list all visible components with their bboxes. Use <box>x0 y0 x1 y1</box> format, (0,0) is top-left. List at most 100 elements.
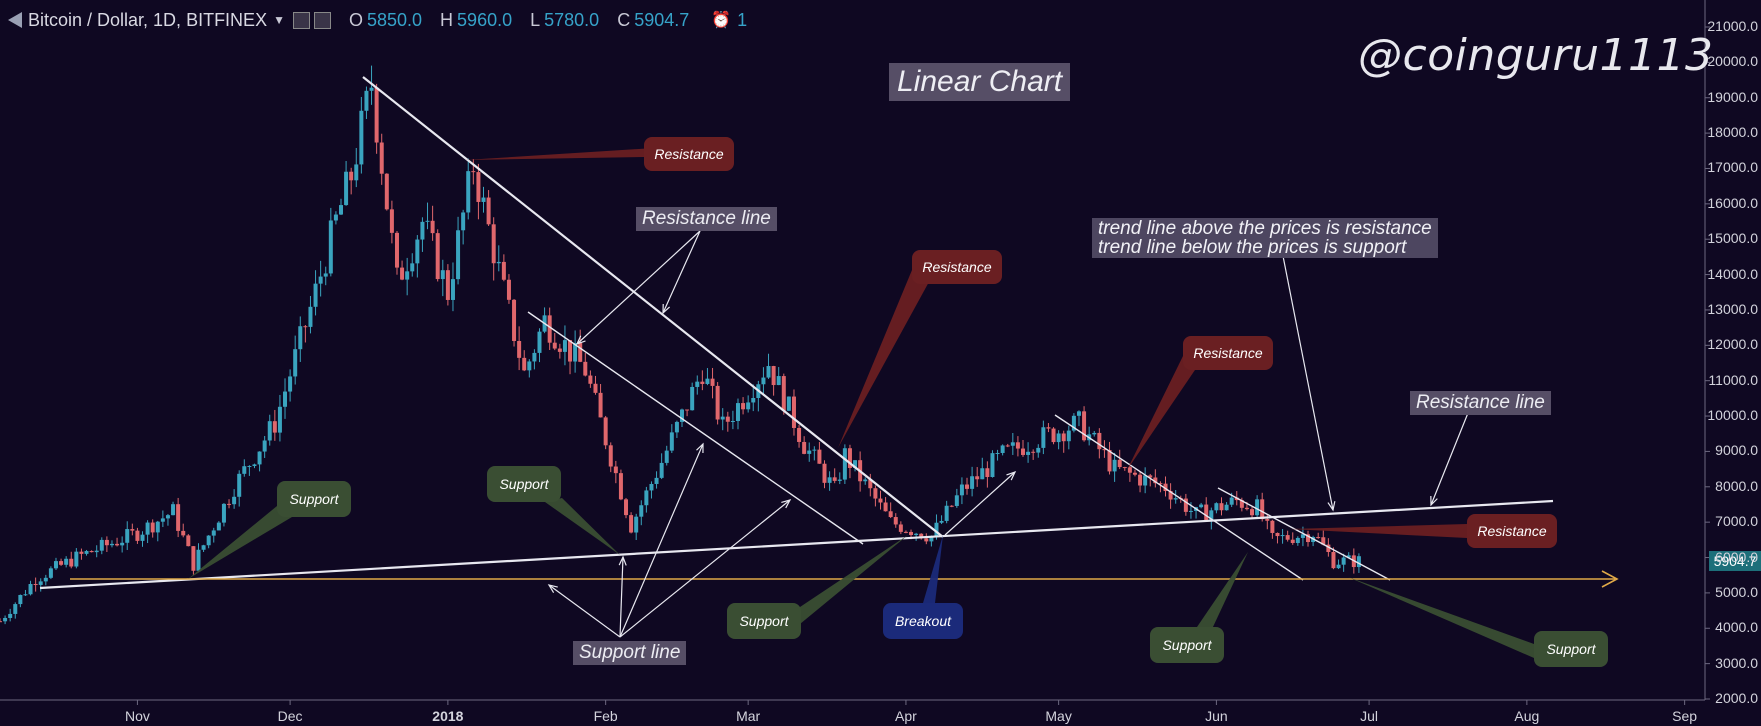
candle-body <box>588 375 593 384</box>
candle-body <box>435 233 440 280</box>
candle-body <box>1107 450 1112 472</box>
candle-body <box>1331 551 1336 569</box>
label-arrow <box>619 443 704 638</box>
candle-body <box>247 466 252 468</box>
arrow-head-icon <box>547 584 558 594</box>
resistance-line-label-right: Resistance line <box>1410 391 1551 415</box>
candle-body <box>746 402 751 410</box>
candle-body <box>898 524 903 532</box>
candle-body <box>1244 507 1249 510</box>
candle-body <box>847 448 852 468</box>
arrow-head-icon <box>1601 570 1619 588</box>
candle-body <box>354 164 359 181</box>
candle-body <box>868 479 873 489</box>
candle-body <box>1173 498 1178 500</box>
candle-body <box>532 352 537 362</box>
candle-body <box>48 568 53 578</box>
price-tick-label: 3000.0 <box>1715 654 1758 671</box>
candle-body <box>659 462 664 478</box>
candle-body <box>751 397 756 403</box>
candle-body <box>1122 467 1127 469</box>
candle-body <box>53 561 58 569</box>
price-tick-label: 14000.0 <box>1707 265 1758 282</box>
candle-body <box>344 171 349 206</box>
candle-body <box>1138 474 1143 486</box>
support-pointer <box>188 506 292 579</box>
symbol-label[interactable]: Bitcoin / Dollar, 1D, BITFINEX <box>28 9 268 30</box>
candle-body <box>608 445 613 467</box>
low-value: 5780.0 <box>544 9 600 30</box>
candle-body <box>944 505 949 521</box>
support-pointer <box>1348 577 1534 658</box>
candle-body <box>883 502 888 512</box>
candle-body <box>415 239 420 264</box>
candle-body <box>954 495 959 506</box>
candle-body <box>196 549 201 571</box>
alarm-clock-icon[interactable]: ⏰ <box>711 12 732 29</box>
candle-body <box>288 376 293 392</box>
chart-header: Bitcoin / Dollar, 1D, BITFINEX ▼ O 5850.0… <box>0 0 747 40</box>
label-arrow <box>619 499 791 638</box>
candle-body <box>374 87 379 143</box>
price-tick-label: 8000.0 <box>1715 477 1758 494</box>
open-value: 5850.0 <box>366 9 423 30</box>
candle-body <box>3 617 8 622</box>
candle-body <box>735 403 740 422</box>
price-tick-label: 10000.0 <box>1707 407 1758 424</box>
candle-body <box>914 533 919 535</box>
candle-body <box>64 558 69 565</box>
candle-body <box>664 450 669 463</box>
candle-body <box>893 517 898 525</box>
candle-body <box>730 421 735 423</box>
resistance-badge: Resistance <box>912 250 1002 284</box>
candle-body <box>919 533 924 539</box>
candle-body <box>359 110 364 165</box>
candle-body <box>140 534 145 541</box>
settings-icon[interactable] <box>292 11 310 29</box>
candle-body <box>445 270 450 300</box>
candle-body <box>293 349 298 377</box>
candle-body <box>761 377 766 385</box>
high-label: H <box>440 9 454 30</box>
support-pointer <box>1197 552 1248 629</box>
candle-body <box>720 416 725 420</box>
candle-body <box>512 299 517 341</box>
chevron-down-icon[interactable]: ▼ <box>273 13 285 27</box>
candle-body <box>277 406 282 433</box>
candle-body <box>1260 499 1265 520</box>
gear-icon[interactable] <box>313 11 331 29</box>
candle-body <box>965 484 970 489</box>
candle-body <box>924 538 929 542</box>
candle-body <box>206 535 211 546</box>
candle-body <box>201 545 206 550</box>
label-arrow <box>1282 255 1334 511</box>
candle-body <box>389 209 394 233</box>
candle-body <box>328 220 333 274</box>
time-tick-label: Dec <box>277 708 303 724</box>
candle-body <box>496 261 501 264</box>
candle-body <box>491 224 496 264</box>
candle-body <box>1010 442 1015 446</box>
high-value: 5960.0 <box>457 9 513 30</box>
candle-body <box>1275 532 1280 537</box>
time-tick-label: Feb <box>593 708 618 724</box>
candle-body <box>878 498 883 503</box>
arrow-head-icon <box>1327 501 1336 512</box>
candle-body <box>1066 430 1071 442</box>
candle-body <box>69 558 74 567</box>
candle-body <box>903 531 908 533</box>
candle-body <box>211 530 216 536</box>
candle-body <box>562 340 567 352</box>
candle-body <box>181 530 186 536</box>
price-tick-label: 20000.0 <box>1707 53 1758 70</box>
arrow-head-icon <box>1430 495 1438 507</box>
candle-body <box>791 396 796 428</box>
support-badge: Support <box>1150 627 1224 663</box>
price-tick-label: 7000.0 <box>1715 513 1758 530</box>
candle-body <box>1204 504 1209 521</box>
resistance-line-label: Resistance line <box>636 207 777 231</box>
candle-body <box>104 539 109 546</box>
price-tick-label: 21000.0 <box>1707 18 1758 34</box>
candle-body <box>1163 483 1168 492</box>
